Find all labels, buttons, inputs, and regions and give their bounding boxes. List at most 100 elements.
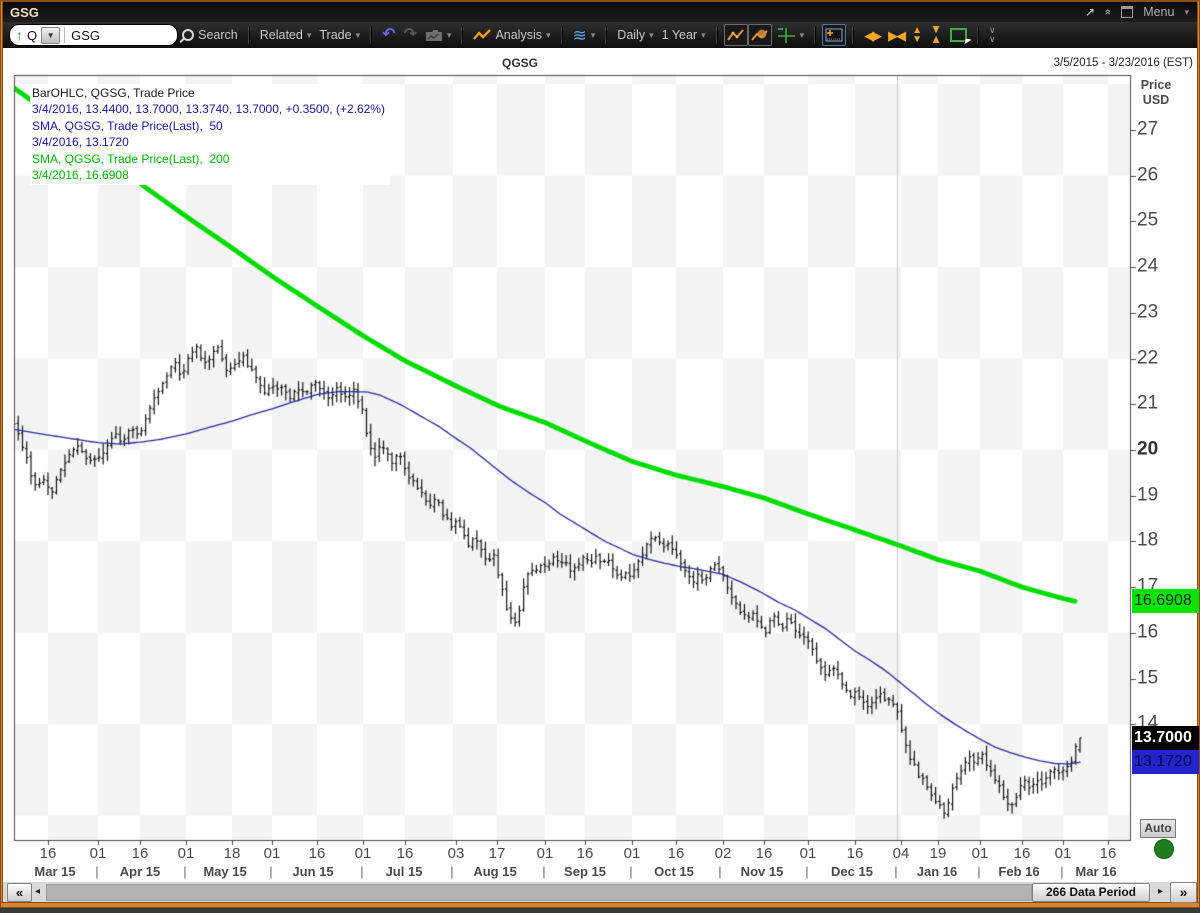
divider <box>64 27 66 43</box>
collapse-icon[interactable]: » <box>1102 8 1115 16</box>
chevron-down-icon: ▾ <box>355 29 361 40</box>
related-dropdown[interactable]: Related ▾ <box>260 28 312 42</box>
interval-dropdown[interactable]: Daily ▾ <box>617 28 653 42</box>
y-axis-label: 22 <box>1137 347 1159 369</box>
title-bar[interactable]: GSG ↗ » Menu ▾ <box>3 2 1197 22</box>
legend-line: SMA, QGSG, Trade Price(Last), 50 <box>32 118 223 133</box>
popout-arrow-icon[interactable]: ↗ <box>1085 5 1096 19</box>
search-icon <box>182 29 195 41</box>
symbol-input[interactable] <box>69 26 172 44</box>
x-axis-month-label: Feb 16 <box>998 864 1040 879</box>
x-axis-day-label: 01 <box>799 845 817 862</box>
x-axis-day-label: 19 <box>929 845 947 862</box>
x-axis-day-label: 16 <box>846 845 864 862</box>
toolbar-divider <box>814 26 817 44</box>
x-axis-day-label: 04 <box>892 845 910 862</box>
toolbar-divider <box>605 26 608 44</box>
expand-vertical-button[interactable]: ▲ ▼ <box>912 25 922 44</box>
indicators-dropdown[interactable]: ≋ ▾ <box>573 27 596 44</box>
x-axis-day-label: 16 <box>576 845 594 862</box>
month-separator: | <box>977 864 981 879</box>
chart-overlay-button[interactable] <box>747 24 772 46</box>
month-separator: | <box>183 864 187 879</box>
toolbar-divider <box>976 26 979 44</box>
x-axis-day-label: 01 <box>89 845 107 862</box>
x-axis-day-label: 01 <box>354 845 372 862</box>
x-axis-month-label: Jul 15 <box>385 864 423 879</box>
desktop-strip <box>0 908 1200 913</box>
up-arrow-icon: ↑ <box>16 27 23 43</box>
x-axis-month-label: Aug 15 <box>473 864 517 879</box>
line-chart-button[interactable] <box>723 24 748 46</box>
quote-type-dropdown[interactable]: ▼ <box>41 26 61 44</box>
symbol-entry[interactable]: ↑ Q ▼ <box>9 24 179 46</box>
more-tools-button[interactable]: ∨ ∨ <box>988 24 996 44</box>
x-axis-day-label: 16 <box>1099 845 1117 862</box>
window-title: GSG <box>10 4 39 20</box>
line-chart-icon <box>726 29 744 41</box>
range-dropdown[interactable]: 1 Year ▾ <box>662 28 706 42</box>
main-toolbar: ↑ Q ▼ Search Related ▾ Trade ▾ ↶ ↷ ▾ A <box>3 22 1197 48</box>
y-axis-label: 16 <box>1137 621 1159 643</box>
price-tag-sma50: 13.1720 <box>1132 750 1199 775</box>
region-select-button[interactable] <box>949 28 967 42</box>
chevron-down-icon: ▾ <box>590 29 596 40</box>
x-axis-day-label: 01 <box>177 845 195 862</box>
auto-scale-button[interactable]: Auto <box>1140 819 1176 838</box>
compress-vertical-button[interactable]: ▼ ▲ <box>930 24 942 45</box>
month-separator: | <box>894 864 898 879</box>
x-axis-day-label: 02 <box>714 845 732 862</box>
y-axis-label: 21 <box>1137 392 1159 414</box>
waves-icon: ≋ <box>572 25 587 45</box>
analysis-label: Analysis <box>495 28 542 42</box>
legend-line: 3/4/2016, 16.6908 <box>32 168 129 183</box>
toolbar-divider <box>370 26 373 44</box>
chevron-down-icon: ▾ <box>701 29 706 40</box>
quote-type-label: Q <box>27 27 38 43</box>
redo-button[interactable]: ↷ <box>403 26 417 43</box>
price-chart-plot-area[interactable] <box>3 48 1197 882</box>
scrollbar-track[interactable] <box>46 884 1032 901</box>
toolbar-divider <box>247 26 250 44</box>
toolbar-divider <box>560 26 563 44</box>
trade-label: Trade <box>319 28 352 42</box>
compress-horizontal-button[interactable]: ▶◀ <box>888 27 906 43</box>
chart-h-scrollbar: « ◂ 266 Data Period ▸ » <box>3 882 1197 903</box>
x-axis-day-label: 16 <box>308 845 326 862</box>
chart-date-range: 3/5/2015 - 3/23/2016 (EST) <box>1053 57 1193 69</box>
x-axis-month-label: Mar 15 <box>34 864 76 879</box>
chevron-icon: ∨ <box>988 24 996 35</box>
month-separator: | <box>95 864 99 879</box>
month-separator: | <box>450 864 454 879</box>
chevron-down-icon: ▾ <box>799 29 805 40</box>
search-button[interactable]: Search <box>182 28 238 42</box>
scroll-far-right-button[interactable]: » <box>1170 882 1197 903</box>
saved-charts-button[interactable]: ▾ <box>425 29 451 42</box>
y-axis-label: 24 <box>1137 255 1159 277</box>
chart-globe-icon <box>750 29 768 41</box>
chart-settings-button[interactable] <box>822 24 847 46</box>
x-axis-day-label: 16 <box>396 845 414 862</box>
undo-button[interactable]: ↶ <box>382 26 396 43</box>
chart-title: QGSG <box>501 56 539 70</box>
window-square-icon[interactable] <box>1121 6 1134 18</box>
related-label: Related <box>259 28 303 42</box>
scroll-left-arrow[interactable]: ◂ <box>35 886 41 897</box>
expand-horizontal-button[interactable]: ◀▶ <box>864 27 882 43</box>
chart-legend: BarOHLC, QGSG, Trade Price 3/4/2016, 13.4… <box>30 84 390 186</box>
analysis-dropdown[interactable]: Analysis ▾ <box>473 28 551 42</box>
price-tag-last: 13.7000 <box>1132 725 1199 750</box>
trade-dropdown[interactable]: Trade ▾ <box>319 28 360 42</box>
crosshair-dropdown[interactable]: ▾ <box>776 27 805 44</box>
y-axis-label: 25 <box>1137 209 1159 231</box>
data-period-button[interactable]: 266 Data Period <box>1032 883 1150 902</box>
range-label: 1 Year <box>661 28 698 42</box>
y-axis-label: 19 <box>1137 484 1159 506</box>
menu-caret-icon: ▾ <box>1184 6 1189 17</box>
scroll-right-arrow[interactable]: ▸ <box>1158 886 1164 897</box>
menu-button[interactable]: Menu <box>1143 5 1175 19</box>
crosshair-icon <box>777 27 795 43</box>
scroll-far-left-button[interactable]: « <box>7 883 32 902</box>
interval-label: Daily <box>617 28 646 42</box>
